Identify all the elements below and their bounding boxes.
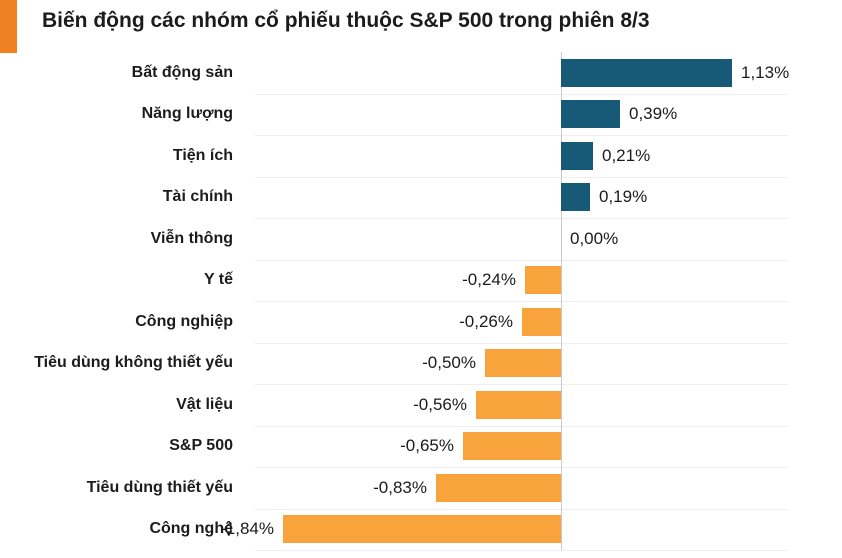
gridline: [255, 509, 788, 510]
accent-block: [0, 0, 17, 53]
gridline: [255, 550, 788, 551]
positive-bar: [561, 183, 590, 211]
gridline: [255, 218, 788, 219]
category-label: Viễn thông: [150, 230, 233, 247]
category-label: Tiêu dùng thiết yếu: [86, 479, 233, 496]
category-label: Y tế: [203, 271, 233, 288]
category-label: Tiện ích: [172, 147, 233, 164]
negative-bar: [485, 349, 561, 377]
category-label: Công nghiệp: [135, 313, 233, 330]
negative-bar: [476, 391, 561, 419]
positive-bar: [561, 142, 593, 170]
positive-bar: [561, 100, 620, 128]
negative-bar: [463, 432, 561, 460]
value-label: -0,26%: [459, 312, 513, 331]
negative-bar: [525, 266, 561, 294]
gridline: [255, 301, 788, 302]
value-label: 0,19%: [599, 187, 648, 206]
value-label: -0,65%: [400, 436, 454, 455]
negative-bar: [436, 474, 561, 502]
negative-bar: [522, 308, 561, 336]
category-label: Tài chính: [162, 188, 233, 205]
category-label: Vật liệu: [176, 396, 233, 413]
category-label: Tiêu dùng không thiết yếu: [34, 354, 233, 371]
negative-bar: [283, 515, 561, 543]
value-label: 0,21%: [602, 146, 651, 165]
value-label: -0,83%: [373, 478, 427, 497]
value-label: -0,50%: [422, 353, 476, 372]
value-label: -0,24%: [462, 270, 516, 289]
gridline: [255, 94, 788, 95]
category-label: Bất động sản: [131, 64, 233, 81]
gridline: [255, 260, 788, 261]
zero-axis-line: [561, 52, 562, 550]
value-label: 0,00%: [570, 229, 619, 248]
value-label: -0,56%: [413, 395, 467, 414]
gridline: [255, 467, 788, 468]
category-label: Công nghệ: [149, 520, 233, 537]
gridline: [255, 426, 788, 427]
category-label: S&P 500: [169, 437, 233, 454]
category-label: Năng lượng: [141, 105, 233, 122]
gridline: [255, 135, 788, 136]
gridline: [255, 177, 788, 178]
chart-title: Biến động các nhóm cổ phiếu thuộc S&P 50…: [42, 9, 650, 32]
value-label: 1,13%: [741, 63, 790, 82]
value-label: -1,84%: [220, 519, 274, 538]
gridline: [255, 343, 788, 344]
value-label: 0,39%: [629, 104, 678, 123]
positive-bar: [561, 59, 732, 87]
gridline: [255, 384, 788, 385]
